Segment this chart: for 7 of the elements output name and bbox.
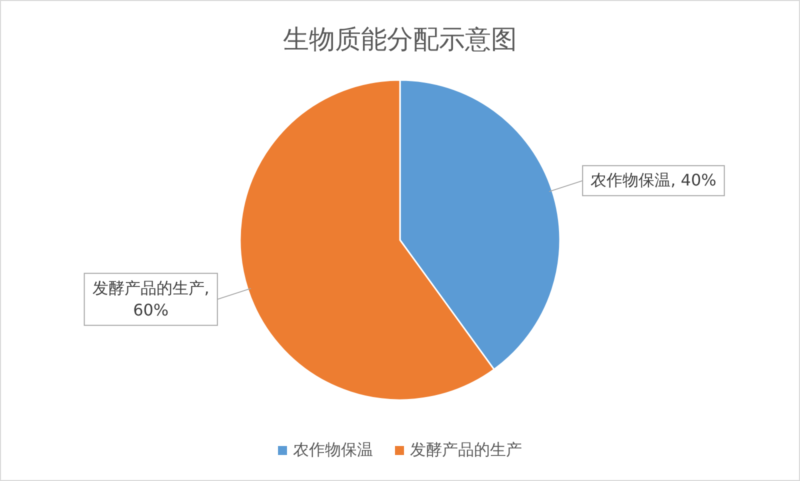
legend-label: 农作物保温: [293, 440, 373, 459]
legend-label: 发酵产品的生产: [410, 440, 522, 459]
data-label: 农作物保温, 40%: [590, 170, 716, 190]
data-label: 发酵产品的生产, 60%: [92, 278, 210, 320]
pie-slice: [399, 79, 560, 370]
pie-slice: [239, 79, 495, 401]
chart-title: 生物质能分配示意图: [283, 25, 517, 55]
